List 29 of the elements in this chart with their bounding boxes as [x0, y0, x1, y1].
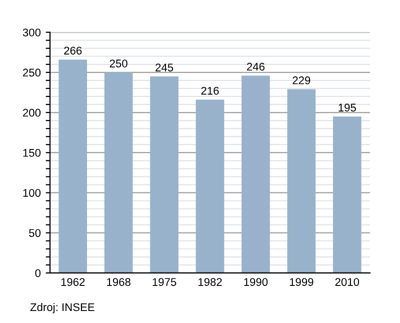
y-tick-label: 250: [22, 68, 41, 77]
data-label: 195: [338, 104, 356, 112]
bar: [287, 89, 316, 273]
text: Zdroj: INSEE: [30, 302, 94, 314]
x-tick-label: 1968: [107, 278, 130, 286]
x-tick-label: 1999: [290, 278, 314, 286]
y-tick-label: 50: [29, 229, 41, 237]
data-label: 250: [110, 60, 128, 68]
data-label: 216: [201, 86, 219, 95]
bar: [332, 116, 362, 273]
data-label: 266: [64, 46, 82, 55]
bar: [196, 100, 224, 273]
x-tick-label: 1962: [61, 278, 85, 286]
y-tick-label: 150: [23, 148, 41, 157]
y-tick-label: 200: [22, 108, 41, 117]
bar: [242, 76, 270, 273]
bar: [58, 60, 88, 273]
bar: [150, 76, 178, 273]
y-tick-label: 300: [22, 28, 41, 36]
data-label: 229: [292, 76, 310, 84]
x-tick-label: 1982: [198, 278, 222, 286]
x-tick-label: 1975: [152, 278, 176, 286]
x-tick-label: 2010: [335, 278, 360, 286]
data-label: 245: [156, 64, 174, 72]
y-tick-label: 100: [23, 188, 41, 197]
data-label: 246: [247, 62, 264, 71]
bar: [104, 72, 133, 273]
y-tick-label: 0: [35, 269, 41, 278]
x-tick-label: 1990: [244, 278, 268, 286]
